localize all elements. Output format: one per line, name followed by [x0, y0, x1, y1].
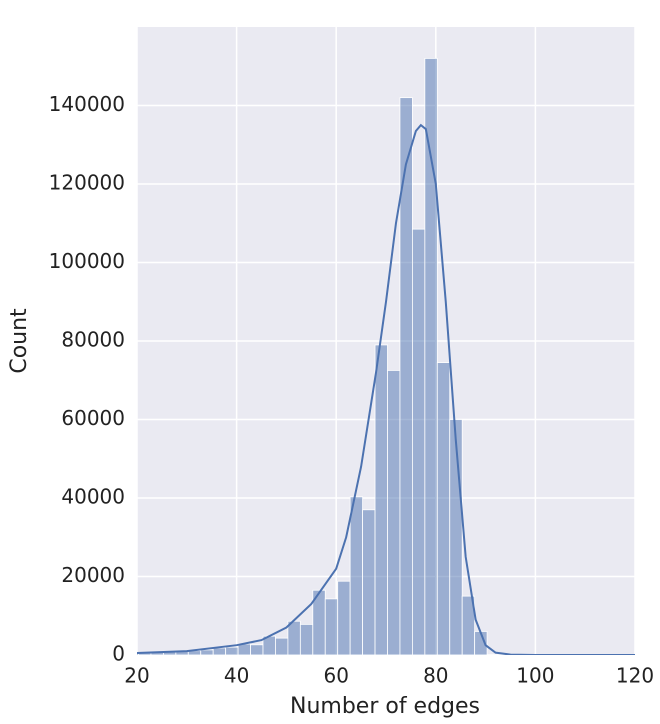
bar: [287, 620, 301, 655]
bar: [250, 644, 264, 655]
bar: [200, 649, 214, 655]
marks: [137, 58, 635, 655]
bar: [374, 344, 388, 655]
bar: [449, 419, 463, 655]
y-tick-label: 80000: [61, 328, 125, 352]
y-tick-label: 20000: [61, 563, 125, 587]
bar: [461, 595, 476, 655]
bar: [399, 97, 413, 655]
y-axis-label: Count: [7, 308, 32, 374]
x-tick-label: 100: [516, 664, 554, 688]
y-tick-label: 0: [112, 642, 125, 666]
x-tick-label: 20: [124, 664, 149, 688]
bar: [424, 58, 438, 655]
y-tick-label: 40000: [61, 485, 125, 509]
bar: [349, 496, 363, 655]
bar: [436, 362, 451, 655]
bar: [387, 370, 401, 655]
bar: [275, 637, 289, 655]
bar: [324, 598, 339, 655]
y-tick-label: 60000: [61, 406, 125, 430]
y-tick-label: 120000: [49, 171, 125, 195]
bar: [212, 647, 227, 655]
bar: [337, 580, 351, 655]
x-tick-label: 80: [423, 664, 448, 688]
x-axis-label: Number of edges: [290, 694, 480, 719]
y-tick-label: 140000: [49, 92, 125, 116]
x-tick-label: 120: [616, 664, 654, 688]
bar: [237, 643, 251, 655]
x-tick-label: 40: [224, 664, 249, 688]
bar: [225, 646, 239, 655]
x-tick-label: 60: [323, 664, 348, 688]
kde-line: [137, 123, 635, 655]
bar: [299, 623, 314, 655]
y-tick-label: 100000: [49, 249, 125, 273]
bar: [362, 509, 376, 655]
bar: [411, 228, 426, 655]
